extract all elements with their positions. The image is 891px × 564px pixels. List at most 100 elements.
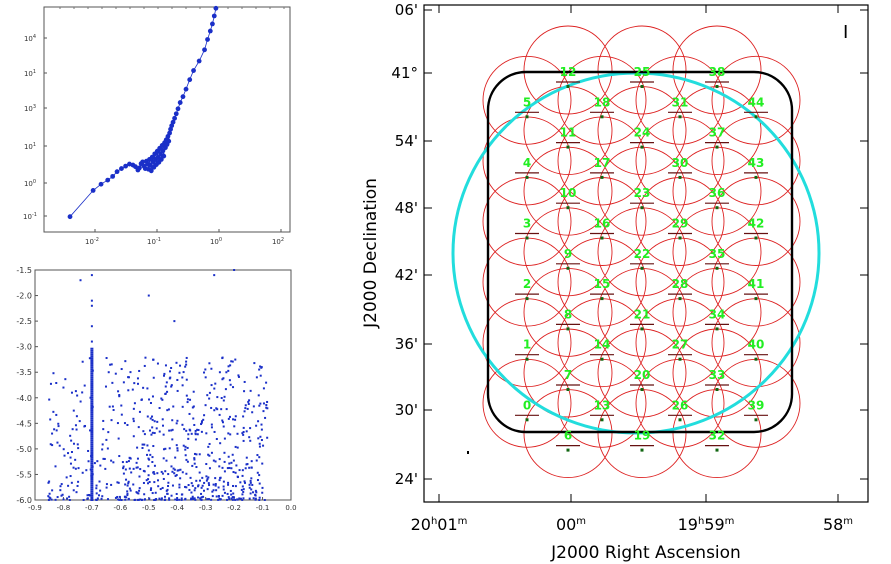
- fiber-id: 42: [748, 217, 765, 231]
- scatter-point: [151, 418, 154, 421]
- scatter-point: [193, 458, 196, 461]
- scatter-point: [195, 479, 198, 482]
- scatter-point: [238, 497, 241, 500]
- skymap-frame: [423, 4, 869, 503]
- scatter-point: [226, 467, 229, 470]
- scatter-point: [206, 478, 209, 481]
- scatter-point: [105, 438, 108, 441]
- scatter-point: [211, 495, 214, 498]
- fiber-mark: [754, 418, 758, 422]
- scatter-point: [125, 460, 128, 463]
- scatter-point: [52, 410, 55, 413]
- scatter-point: [233, 269, 236, 271]
- scatter-point: [208, 362, 211, 365]
- scatter-point: [72, 442, 75, 445]
- scatter-point: [155, 427, 158, 430]
- scatter-point: [74, 424, 77, 427]
- beam-circle: [635, 55, 725, 145]
- scatter-point: [243, 480, 246, 483]
- scatter-point: [151, 461, 154, 464]
- scatter-point: [156, 362, 159, 365]
- scatter-point: [172, 405, 175, 408]
- fiber-id: 2: [523, 277, 531, 291]
- scatter-point: [210, 426, 213, 429]
- vertical-line-point: [90, 421, 94, 424]
- scatter-point: [49, 382, 52, 385]
- scatter-point: [167, 485, 170, 488]
- scatter-point: [182, 371, 185, 374]
- scatter-point: [202, 489, 205, 492]
- vertical-line-point: [90, 396, 94, 399]
- scatter-point: [168, 497, 171, 500]
- fiber-mark: [525, 297, 529, 301]
- scatter-point: [57, 422, 60, 425]
- vertical-line-point: [90, 304, 93, 307]
- scatter-point: [199, 498, 202, 501]
- vertical-line-point: [90, 437, 94, 440]
- scatter-point: [228, 466, 231, 469]
- vertical-line-point: [90, 482, 94, 485]
- scatter-point: [248, 399, 251, 402]
- scatter-point: [171, 470, 174, 473]
- scatter-point: [136, 457, 139, 460]
- scatter-point: [197, 496, 200, 499]
- x-tick-label: -0.7: [85, 504, 99, 512]
- scatter-point: [205, 463, 208, 466]
- scatter-point: [148, 429, 151, 432]
- scatter-point: [262, 402, 265, 405]
- scatter-point: [58, 444, 61, 447]
- scatter-point: [49, 443, 52, 446]
- fiber-id: 5: [523, 95, 531, 109]
- dec-tick-label: 06': [395, 1, 418, 19]
- scatter-point: [245, 456, 248, 459]
- scatter-point: [147, 294, 150, 297]
- scatter-point: [229, 364, 232, 367]
- scatter-point: [227, 369, 230, 372]
- scatter-point: [84, 424, 87, 427]
- scatter-point: [69, 434, 72, 437]
- fiber-mark: [600, 418, 604, 422]
- scatter-point: [69, 462, 72, 465]
- x-tick-label: -0.3: [199, 504, 213, 512]
- scatter-point: [47, 481, 50, 484]
- vertical-line-point: [90, 464, 94, 467]
- scatter-point: [231, 453, 234, 456]
- scatter-point: [149, 402, 152, 405]
- scatter-point: [105, 486, 108, 489]
- scatter-point: [250, 477, 253, 480]
- scatter-point: [152, 445, 155, 448]
- scatter-point: [230, 497, 233, 500]
- scatter-point: [197, 429, 200, 432]
- scatter-point: [101, 495, 104, 498]
- vertical-line-point: [90, 380, 94, 383]
- fiber-mark: [715, 448, 719, 452]
- fiber-id: 24: [634, 126, 651, 140]
- vertical-line-point: [90, 370, 94, 373]
- fiber-mark: [715, 145, 719, 149]
- fiber-mark: [754, 175, 758, 179]
- vertical-line-point: [90, 449, 94, 452]
- scatter-point: [215, 438, 218, 441]
- scatter-point: [114, 496, 117, 499]
- scatter-point: [130, 471, 133, 474]
- scatter-point: [207, 476, 210, 479]
- scatter-point: [118, 495, 121, 498]
- scatter-point: [127, 460, 130, 463]
- x-axis-label: J2000 Right Ascension: [550, 543, 741, 563]
- scatter-point: [232, 418, 235, 421]
- scatter-point: [166, 409, 169, 412]
- scatter-point: [236, 446, 239, 449]
- x-tick-label: 0.0: [285, 504, 296, 512]
- scatter-point: [256, 471, 259, 474]
- ra-tick-label: 58m: [823, 515, 853, 534]
- scatter-point: [242, 415, 245, 418]
- scatter-point: [133, 498, 136, 501]
- vertical-line-point: [90, 353, 94, 356]
- scatter-point: [202, 418, 205, 421]
- scatter-point: [56, 441, 59, 444]
- scatter-point: [102, 419, 105, 422]
- scatter-point: [57, 425, 60, 428]
- scatter-point: [259, 374, 262, 377]
- scatter-point: [206, 498, 209, 501]
- scatter-point: [254, 498, 257, 501]
